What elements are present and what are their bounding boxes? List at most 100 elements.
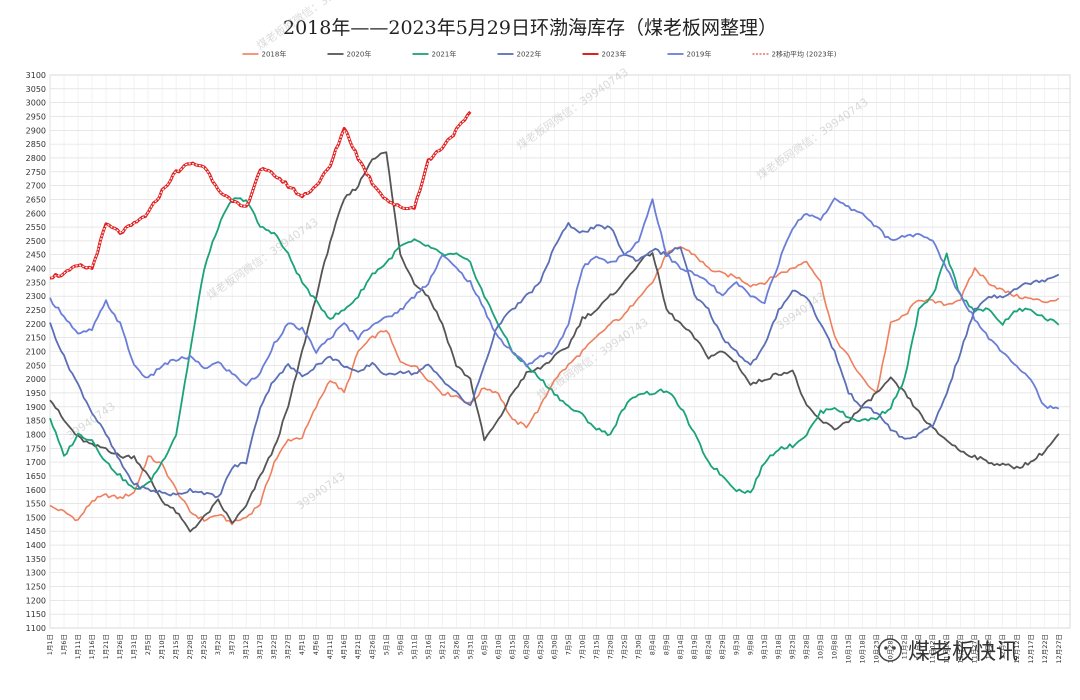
- series-line: [49, 221, 1060, 499]
- x-tick-label: 3月17日: [256, 634, 264, 659]
- x-tick-label: 2月5日: [144, 634, 152, 655]
- moving-average-line: [51, 113, 470, 279]
- x-tick-label: 12月7日: [999, 634, 1007, 659]
- y-tick-label: 1850: [26, 417, 46, 426]
- y-tick-label: 1600: [26, 486, 46, 495]
- y-tick-label: 3100: [26, 71, 46, 80]
- x-tick-label: 5月11日: [410, 634, 418, 659]
- y-tick-label: 1950: [26, 389, 46, 398]
- wechat-icon: [878, 638, 902, 662]
- x-tick-label: 10月28日: [887, 634, 895, 664]
- y-axis: 1100 1150 1200 1250 1300 1350 1400 1450 1500 1550…: [26, 71, 46, 633]
- x-tick-label: 6月15日: [508, 634, 516, 659]
- y-tick-label: 1300: [26, 569, 46, 578]
- x-tick-label: 4月26日: [368, 634, 376, 659]
- y-tick-label: 2450: [26, 251, 46, 260]
- y-tick-label: 1900: [26, 403, 46, 412]
- x-tick-label: 9月23日: [789, 634, 797, 659]
- x-tick-label: 7月5日: [564, 634, 572, 655]
- x-tick-label: 2月25日: [200, 634, 208, 659]
- x-tick-label: 6月20日: [522, 634, 530, 659]
- x-tick-label: 5月16日: [424, 634, 432, 659]
- legend-label: 2移动平均 (2023年): [772, 50, 837, 59]
- y-tick-label: 2900: [26, 126, 46, 135]
- x-tick-label: 12月22日: [1041, 634, 1049, 664]
- x-tick-label: 4月11日: [326, 634, 334, 659]
- x-tick-label: 1月21日: [102, 634, 110, 659]
- x-tick-label: 10月8日: [831, 634, 839, 659]
- x-tick-label: 3月2日: [214, 634, 222, 655]
- x-tick-label: 5月26日: [452, 634, 460, 659]
- x-tick-label: 4月6日: [312, 634, 320, 655]
- x-tick-label: 12月27日: [1055, 634, 1063, 664]
- x-tick-label: 5月31日: [466, 634, 474, 659]
- x-tick-label: 8月9日: [662, 634, 670, 655]
- y-tick-label: 2750: [26, 168, 46, 177]
- y-tick-label: 1100: [26, 624, 46, 633]
- x-tick-label: 3月12日: [242, 634, 250, 659]
- legend-label: 2022年: [517, 50, 542, 59]
- y-tick-label: 1750: [26, 444, 46, 453]
- x-tick-label: 2月20日: [186, 634, 194, 659]
- wechat-eye-left: [884, 646, 888, 650]
- series-line: [49, 197, 1060, 410]
- x-tick-label: 11月2日: [901, 634, 909, 659]
- x-tick-label: 2月15日: [172, 634, 180, 659]
- x-tick-label: 5月6日: [396, 634, 404, 655]
- x-tick-label: 10月13日: [845, 634, 853, 664]
- x-tick-label: 8月29日: [719, 634, 727, 659]
- x-tick-label: 7月30日: [634, 634, 642, 659]
- x-tick-label: 1月11日: [74, 634, 82, 659]
- x-tick-label: 8月14日: [676, 634, 684, 659]
- y-tick-label: 1150: [26, 610, 46, 619]
- series-lines: [49, 110, 1060, 533]
- x-tick-label: 6月5日: [480, 634, 488, 655]
- legend-label: 2019年: [687, 50, 712, 59]
- x-tick-label: 9月13日: [761, 634, 769, 659]
- x-tick-label: 4月1日: [298, 634, 306, 655]
- y-tick-label: 1450: [26, 527, 46, 536]
- x-tick-label: 11月17日: [943, 634, 951, 664]
- x-tick-label: 4月16日: [340, 634, 348, 659]
- y-tick-label: 3050: [26, 85, 46, 94]
- y-tick-label: 2950: [26, 112, 46, 121]
- y-tick-label: 2550: [26, 223, 46, 232]
- x-tick-label: 12月17日: [1027, 634, 1035, 664]
- x-tick-label: 10月23日: [873, 634, 881, 664]
- y-tick-label: 2400: [26, 265, 46, 274]
- y-tick-label: 2250: [26, 306, 46, 315]
- y-tick-label: 2600: [26, 209, 46, 218]
- legend-label: 2021年: [432, 50, 457, 59]
- legend-label: 2023年: [602, 50, 627, 59]
- x-tick-label: 11月22日: [957, 634, 965, 664]
- y-tick-label: 2700: [26, 182, 46, 191]
- x-tick-label: 11月27日: [971, 634, 979, 664]
- series-line: [49, 151, 1060, 533]
- x-tick-label: 5月21日: [438, 634, 446, 659]
- y-tick-label: 1250: [26, 583, 46, 592]
- x-axis: 1月1日 1月6日 1月11日 1月16日 1月21日 1月26日 1月31日 2月5日 2月1…: [46, 634, 1063, 664]
- brand-watermark: 煤老板快讯: [878, 638, 1018, 665]
- x-tick-label: 4月21日: [354, 634, 362, 659]
- x-tick-label: 7月20日: [606, 634, 614, 659]
- x-tick-label: 9月3日: [733, 634, 741, 655]
- x-tick-label: 9月28日: [803, 634, 811, 659]
- series-line: [49, 197, 1060, 494]
- chart-title: 2018年——2023年5月29日环渤海库存（煤老板网整理）: [283, 17, 777, 39]
- y-tick-label: 2300: [26, 292, 46, 301]
- y-tick-label: 1400: [26, 541, 46, 550]
- x-tick-label: 11月12日: [929, 634, 937, 664]
- y-tick-label: 1800: [26, 430, 46, 439]
- x-tick-label: 12月12日: [1013, 634, 1021, 664]
- x-tick-label: 3月27日: [284, 634, 292, 659]
- x-tick-label: 1月31日: [130, 634, 138, 659]
- y-tick-label: 2000: [26, 375, 46, 384]
- brand-watermark-text: 煤老板快讯: [908, 640, 1018, 665]
- x-tick-label: 8月24日: [705, 634, 713, 659]
- x-tick-label: 7月25日: [620, 634, 628, 659]
- x-tick-label: 1月1日: [46, 634, 54, 655]
- legend-label: 2018年: [262, 50, 287, 59]
- x-tick-label: 11月7日: [915, 634, 923, 659]
- y-tick-label: 2150: [26, 334, 46, 343]
